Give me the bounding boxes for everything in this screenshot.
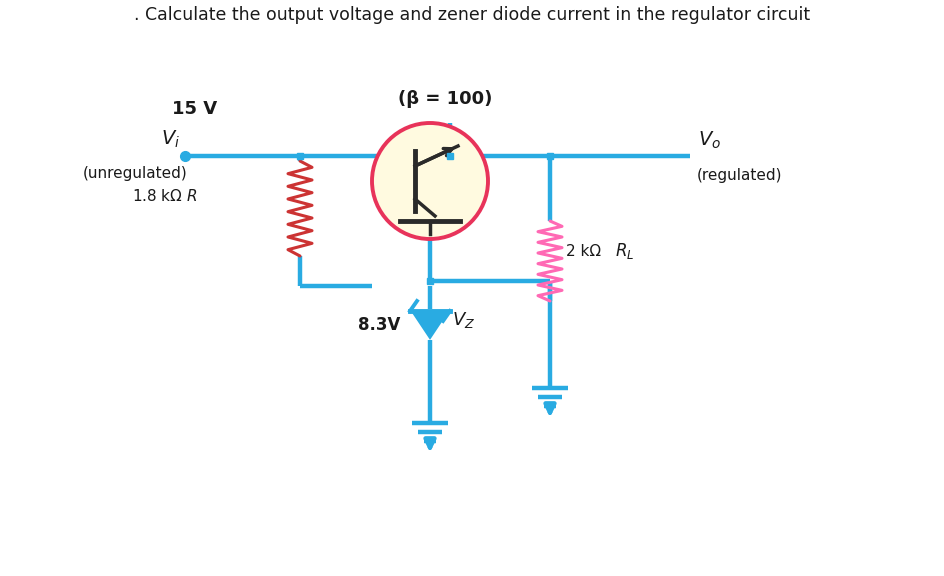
- Text: $V_i$: $V_i$: [160, 128, 179, 150]
- Circle shape: [372, 123, 487, 239]
- Text: (β = 100): (β = 100): [397, 90, 492, 108]
- Text: (regulated): (regulated): [697, 168, 782, 183]
- Text: 2 kΩ: 2 kΩ: [565, 244, 600, 259]
- Text: $R_L$: $R_L$: [615, 241, 633, 261]
- Text: 1.8 kΩ $R$: 1.8 kΩ $R$: [132, 188, 197, 204]
- Text: $V_o$: $V_o$: [698, 130, 720, 151]
- Polygon shape: [412, 311, 447, 338]
- Text: $V_Z$: $V_Z$: [451, 310, 475, 331]
- Text: 15 V: 15 V: [172, 100, 217, 118]
- Text: 8.3V: 8.3V: [357, 316, 399, 334]
- Text: (unregulated): (unregulated): [82, 166, 187, 181]
- Text: . Calculate the output voltage and zener diode current in the regulator circuit: . Calculate the output voltage and zener…: [134, 6, 809, 24]
